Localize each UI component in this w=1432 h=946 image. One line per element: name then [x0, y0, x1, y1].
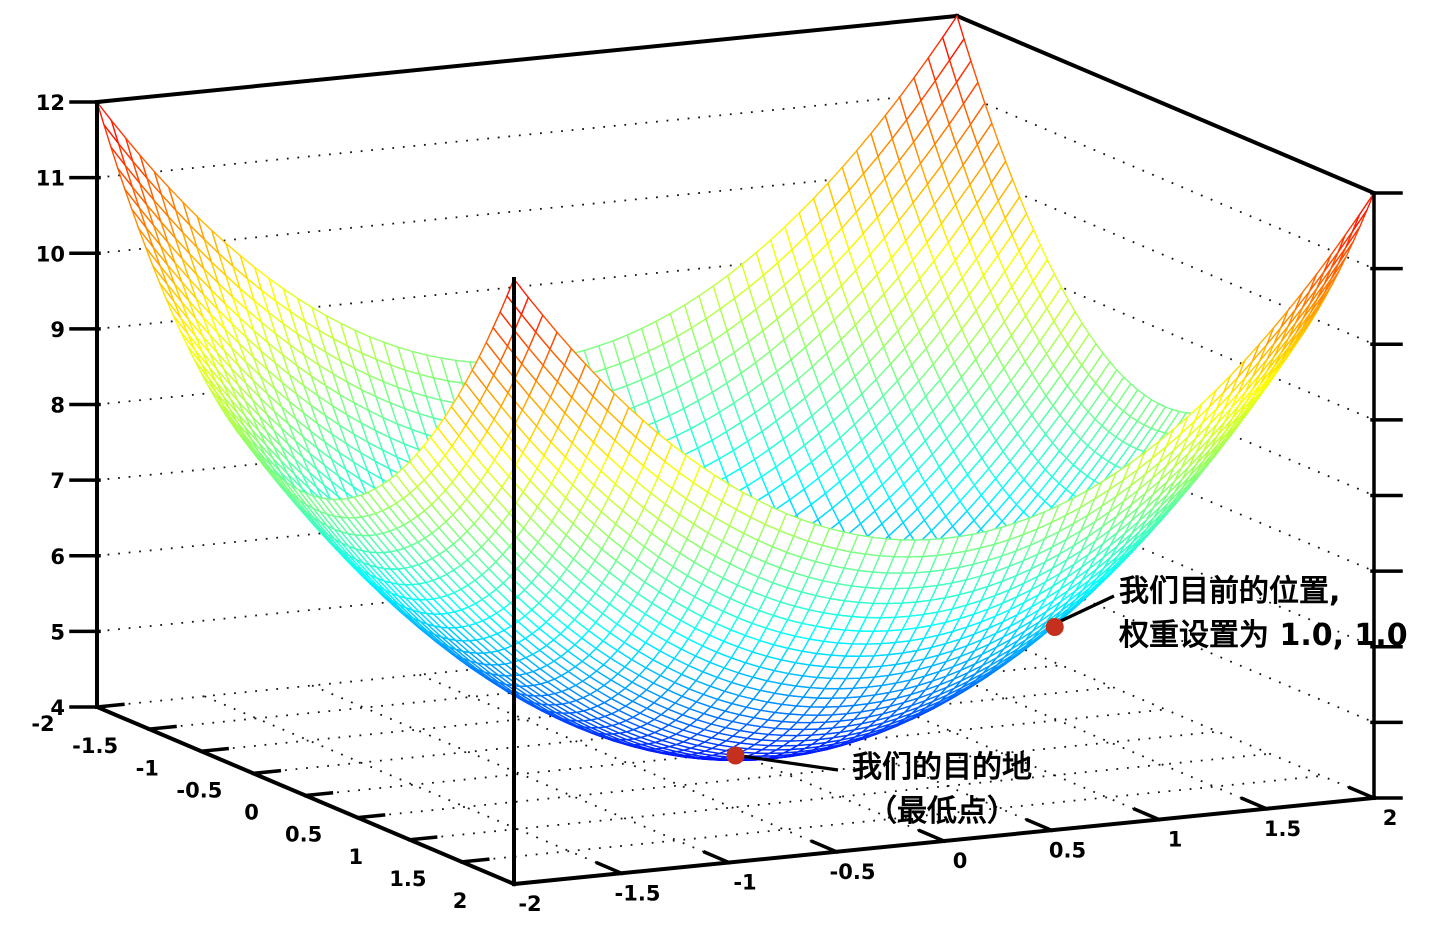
tick-label: -1	[136, 756, 159, 780]
tick-label: 4	[50, 696, 65, 720]
grid-line	[96, 90, 958, 179]
box-edge	[1025, 817, 1054, 833]
annotation-line-1: 我们的目的地	[852, 750, 1032, 785]
grid-line	[311, 684, 730, 864]
tick-label: 7	[50, 469, 65, 493]
axes-and-ticks	[69, 100, 1403, 887]
box-edge	[1132, 807, 1162, 822]
box-edge	[702, 850, 732, 865]
box-edge	[487, 871, 517, 887]
box-edge	[459, 857, 490, 864]
tick-label: 10	[36, 242, 65, 266]
tick-label: -1.5	[72, 734, 118, 758]
annotation-current-position: 我们目前的位置, 权重设置为 1.0, 1.0	[1119, 570, 1408, 658]
box-edge	[147, 724, 177, 732]
box-edge	[512, 879, 542, 886]
box-edge	[199, 746, 230, 754]
tick-label: -0.5	[176, 778, 222, 802]
box-edge	[303, 790, 334, 798]
surface-mesh	[96, 15, 1375, 762]
box-edge	[810, 839, 839, 855]
tick-label: 6	[50, 545, 65, 569]
tick-labels: -2 -1.5 -1 -0.5 0 0.5 1 1.5 2 -2 -1.5 -1 -0.5 0 0.5 1 1.…	[31, 91, 1397, 916]
grid-line	[419, 673, 837, 853]
tick-label: 5	[50, 620, 65, 644]
tick-label: 2	[1383, 806, 1398, 830]
grid-line	[204, 695, 622, 875]
tick-label: 0.5	[1049, 838, 1086, 862]
tick-label: -0.5	[830, 860, 876, 884]
annotation-line-1: 我们目前的位置,	[1119, 574, 1341, 609]
tick-label: 2	[453, 889, 468, 913]
box-edge	[1347, 785, 1377, 801]
grid-line	[956, 90, 1375, 270]
tick-label: 1.5	[389, 867, 426, 891]
annotation-line-2: （最低点）	[867, 794, 1017, 829]
box-edge	[94, 13, 960, 105]
box-edge	[355, 813, 386, 820]
annotation-destination: 我们的目的地 （最低点）	[836, 746, 1048, 834]
grid-line	[956, 620, 1375, 799]
marker-destination	[726, 746, 745, 765]
box-edge	[1240, 796, 1269, 812]
box-edge	[917, 828, 947, 844]
box-back-edges	[94, 13, 1377, 196]
tick-label: 0	[244, 801, 259, 825]
tick-label: 0	[953, 849, 968, 873]
tick-label: -1.5	[615, 881, 661, 905]
box-edge	[95, 702, 125, 709]
tick-label: 1	[1168, 828, 1183, 852]
leader-line	[1060, 594, 1115, 623]
box-edge	[251, 768, 282, 776]
tick-label: 12	[36, 91, 65, 115]
tick-label: 0.5	[285, 823, 322, 847]
leader-line	[744, 754, 839, 772]
tick-label: 1	[348, 845, 363, 869]
box-edge	[407, 835, 438, 842]
box-edge	[954, 13, 1377, 196]
tick-label: -2	[31, 712, 54, 736]
tick-label: 8	[50, 394, 65, 418]
tick-label: 9	[50, 318, 65, 342]
annotation-line-2: 权重设置为 1.0, 1.0	[1119, 618, 1408, 653]
tick-label: 1.5	[1264, 817, 1301, 841]
marker-current-position	[1045, 618, 1064, 636]
box-edge	[595, 860, 624, 876]
tick-label: -2	[518, 892, 541, 916]
markers-and-leaders	[726, 594, 1115, 772]
tick-label: 11	[36, 167, 65, 191]
tick-label: -1	[733, 871, 756, 895]
grid-line	[956, 166, 1375, 346]
